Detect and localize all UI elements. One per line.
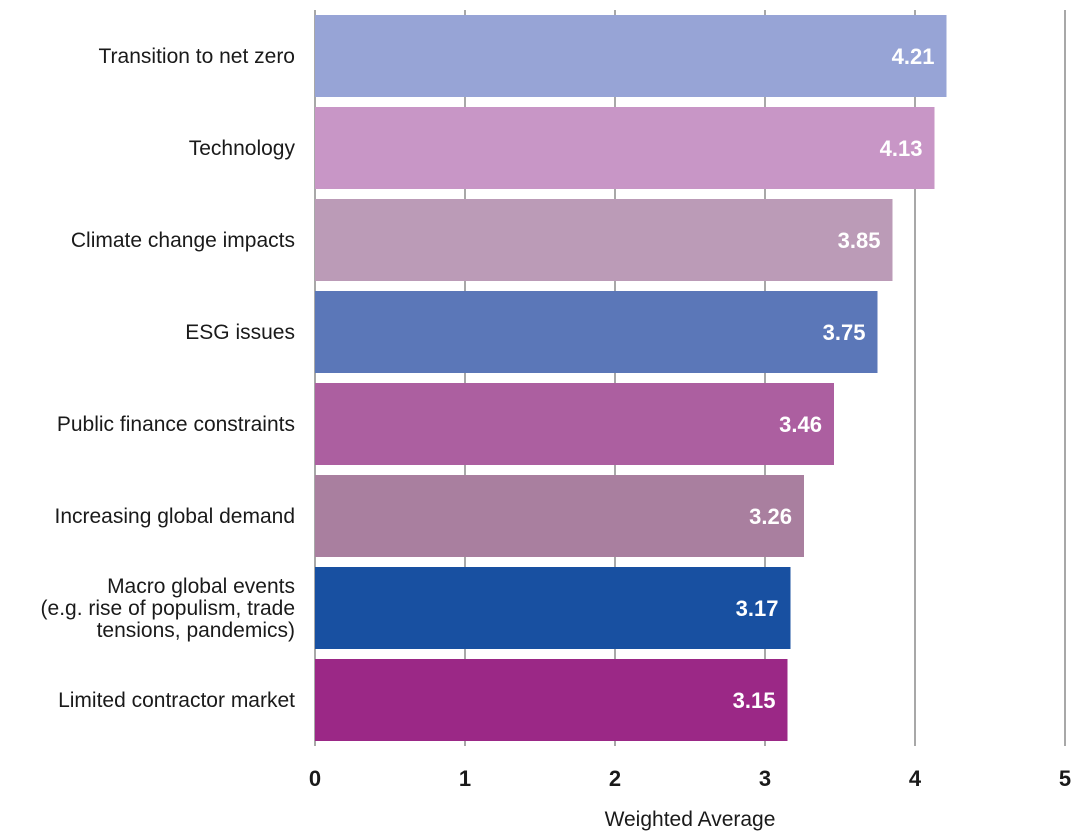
value-label: 3.75 [823, 320, 866, 345]
x-tick-label: 1 [459, 766, 471, 791]
value-label: 4.21 [892, 44, 935, 69]
value-label: 3.46 [779, 412, 822, 437]
category-label: Climate change impacts [71, 229, 295, 252]
category-label: Technology [189, 137, 296, 160]
category-labels: Transition to net zero Technology Climate … [41, 45, 296, 712]
x-tick-label: 2 [609, 766, 621, 791]
bar [315, 567, 791, 649]
category-label: Limited contractor market [58, 689, 295, 712]
x-tick-label: 4 [909, 766, 922, 791]
bar [315, 107, 935, 189]
value-label: 3.26 [749, 504, 792, 529]
x-axis-ticks: 0 1 2 3 4 5 [309, 766, 1071, 791]
bar [315, 475, 804, 557]
bar [315, 291, 878, 373]
category-label: Increasing global demand [55, 505, 296, 528]
category-label: Transition to net zero [99, 45, 296, 68]
value-label: 4.13 [880, 136, 923, 161]
x-tick-label: 5 [1059, 766, 1071, 791]
x-tick-label: 0 [309, 766, 321, 791]
value-labels: 4.21 4.13 3.85 3.75 3.46 3.26 3.17 3.15 [733, 44, 935, 713]
bar [315, 659, 788, 741]
bars [315, 15, 947, 741]
value-label: 3.17 [736, 596, 779, 621]
bar [315, 383, 834, 465]
bar [315, 15, 947, 97]
category-label: Macro global events (e.g. rise of populis… [41, 575, 295, 642]
bar [315, 199, 893, 281]
category-label: ESG issues [185, 321, 295, 344]
x-tick-label: 3 [759, 766, 771, 791]
category-label: Public finance constraints [57, 413, 295, 436]
x-axis-title: Weighted Average [605, 808, 776, 831]
value-label: 3.85 [838, 228, 881, 253]
value-label: 3.15 [733, 688, 776, 713]
